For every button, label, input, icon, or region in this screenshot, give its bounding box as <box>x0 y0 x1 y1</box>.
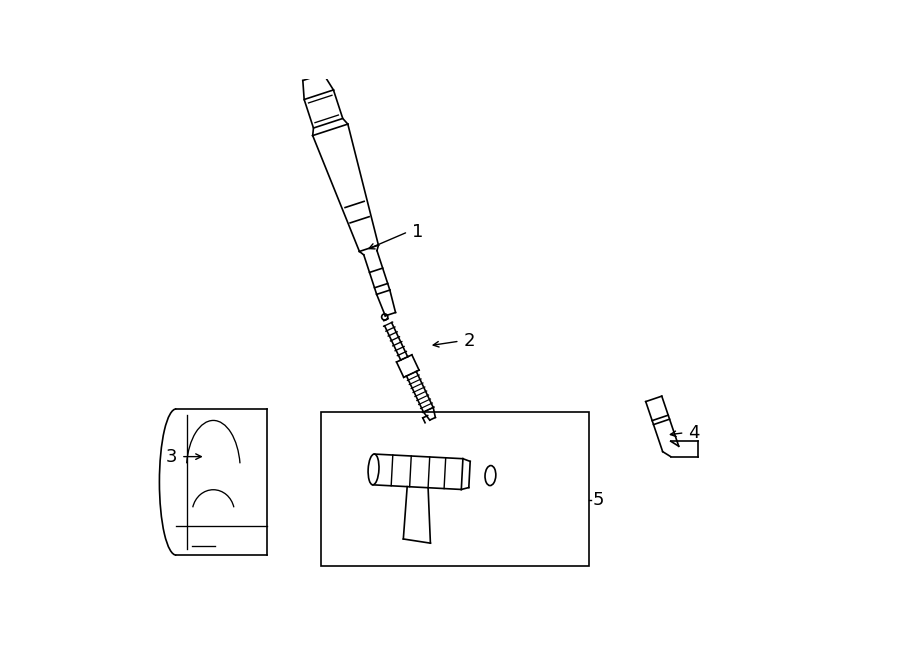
Text: 5: 5 <box>592 490 604 509</box>
Text: 4: 4 <box>688 424 699 442</box>
Text: 2: 2 <box>464 332 474 350</box>
Text: 3: 3 <box>166 447 177 465</box>
Bar <box>321 412 590 566</box>
Text: 1: 1 <box>411 223 423 241</box>
